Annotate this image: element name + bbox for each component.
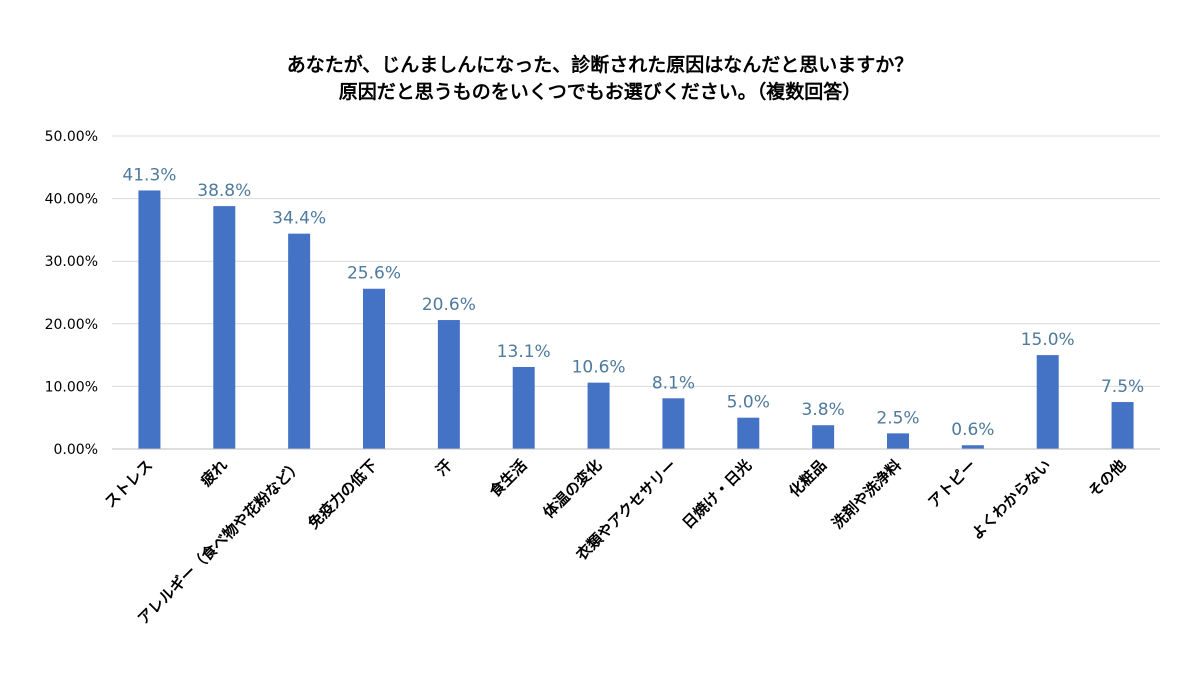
x-tick-label: 体温の変化 xyxy=(540,456,606,522)
bar xyxy=(1036,355,1059,449)
bar xyxy=(737,417,760,449)
data-label: 38.8% xyxy=(197,181,251,201)
data-label: 10.6% xyxy=(572,358,626,378)
data-label: 8.1% xyxy=(652,373,695,393)
x-tick-label: 化粧品 xyxy=(785,456,830,501)
bar xyxy=(512,366,535,449)
data-label: 20.6% xyxy=(422,295,476,315)
y-tick-label: 40.00% xyxy=(45,192,98,208)
x-tick-label: 免疫力の低下 xyxy=(304,456,380,532)
y-tick-label: 30.00% xyxy=(45,254,98,270)
bar xyxy=(961,445,984,449)
x-tick-label: アレルギー（食べ物や花粉など） xyxy=(134,456,306,628)
bar xyxy=(437,320,460,449)
data-label: 7.5% xyxy=(1101,377,1144,397)
y-tick-label: 50.00% xyxy=(45,129,98,145)
bar xyxy=(1111,402,1134,449)
bar xyxy=(138,190,161,449)
y-tick-label: 0.00% xyxy=(54,442,98,458)
x-tick-label: よくわからない xyxy=(968,456,1055,543)
data-label: 5.0% xyxy=(727,393,770,413)
bar xyxy=(887,433,909,449)
x-tick-label: 食生活 xyxy=(486,456,531,501)
data-label: 2.5% xyxy=(876,408,919,428)
x-tick-label: その他 xyxy=(1085,456,1130,501)
x-tick-label: ストレス xyxy=(101,456,156,511)
y-tick-label: 10.00% xyxy=(45,379,98,395)
chart-title-line-2: 原因だと思うものをいくつでもお選びください。（複数回答） xyxy=(338,81,862,103)
chart-title: あなたが、じんましんになった、診断された原因はなんだと思いますか？ 原因だと思う… xyxy=(0,52,1200,106)
bar xyxy=(363,288,385,449)
bar xyxy=(662,398,685,449)
x-tick-label: 汗 xyxy=(432,456,455,479)
data-label: 13.1% xyxy=(497,342,551,362)
data-label: 25.6% xyxy=(347,264,401,284)
bar xyxy=(288,233,311,449)
data-label: 0.6% xyxy=(951,420,994,440)
bar xyxy=(812,425,835,449)
x-tick-label: 疲れ xyxy=(197,456,231,490)
x-tick-label: 洗剤や洗浄料 xyxy=(828,456,904,532)
bar xyxy=(213,206,236,449)
data-label: 3.8% xyxy=(802,400,845,420)
chart-title-line-1: あなたが、じんましんになった、診断された原因はなんだと思いますか？ xyxy=(286,54,914,76)
data-label: 34.4% xyxy=(272,209,326,229)
data-label: 41.3% xyxy=(122,165,176,185)
data-label: 15.0% xyxy=(1021,330,1075,350)
y-tick-label: 20.00% xyxy=(45,317,98,333)
bar xyxy=(587,382,610,449)
x-tick-label: 日焼け・日光 xyxy=(679,456,755,532)
x-tick-label: アトピー xyxy=(925,456,980,511)
